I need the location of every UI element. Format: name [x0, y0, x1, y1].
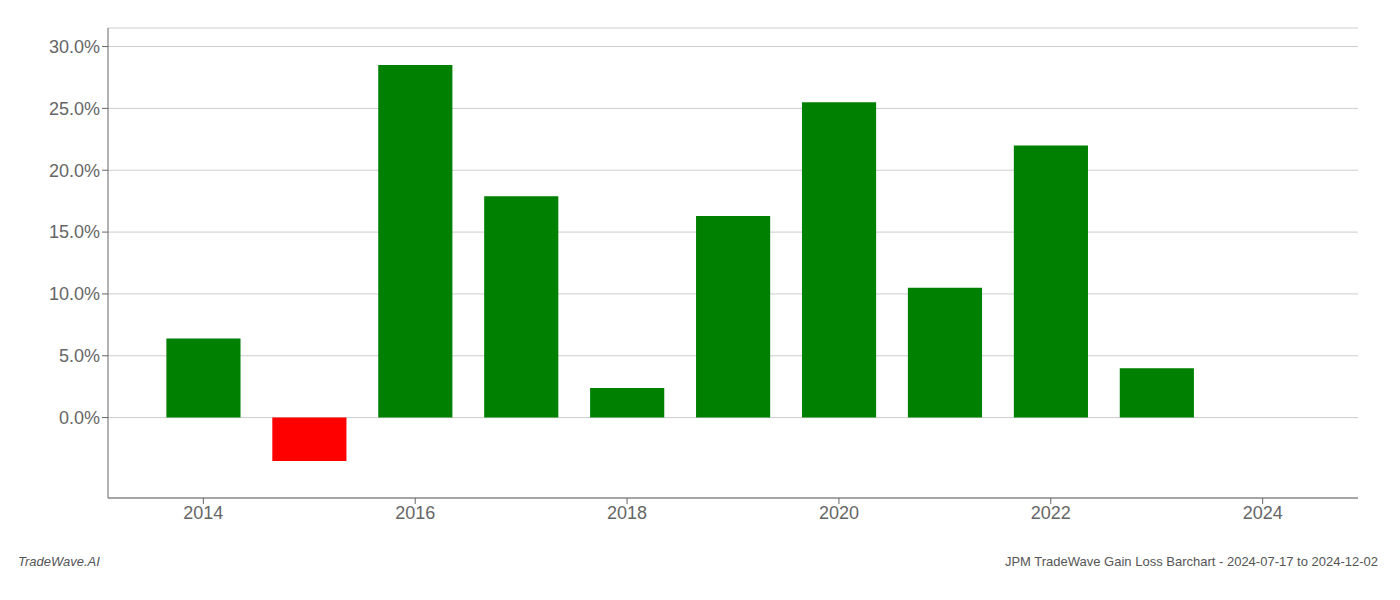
svg-text:2014: 2014: [183, 503, 223, 523]
svg-text:10.0%: 10.0%: [49, 284, 100, 304]
svg-text:2020: 2020: [819, 503, 859, 523]
svg-text:30.0%: 30.0%: [49, 37, 100, 57]
svg-text:0.0%: 0.0%: [59, 408, 100, 428]
html-text:TradeWave.AI: TradeWave.AI: [18, 554, 100, 569]
svg-text:25.0%: 25.0%: [49, 99, 100, 119]
svg-text:20.0%: 20.0%: [49, 161, 100, 181]
svg-text:5.0%: 5.0%: [59, 346, 100, 366]
html-text:JPM TradeWave Gain Loss Barcha: JPM TradeWave Gain Loss Barchart - 2024-…: [1004, 554, 1378, 569]
svg-text:15.0%: 15.0%: [49, 222, 100, 242]
svg-text:2018: 2018: [607, 503, 647, 523]
svg-text:2022: 2022: [1031, 503, 1071, 523]
svg-text:2016: 2016: [395, 503, 435, 523]
svg-text:2024: 2024: [1243, 503, 1283, 523]
